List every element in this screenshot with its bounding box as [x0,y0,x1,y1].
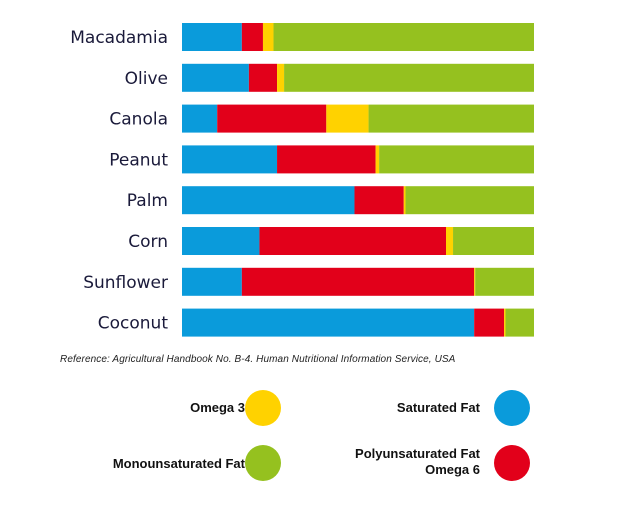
bar-macadamia-o3 [262,23,274,51]
legend-label-saturated: Saturated Fat [396,400,480,415]
category-label-palm: Palm [127,191,168,211]
bar-peanut-o3 [375,145,380,174]
category-label-corn: Corn [128,232,168,252]
category-label-coconut: Coconut [98,314,169,334]
bar-sunflower-o3 [474,267,476,296]
legend-label-poly: Polyunsaturated Fat Omega 6 [300,446,480,478]
category-label-macadamia: Macadamia [70,28,168,48]
bar-canola-sat [182,104,218,133]
category-label-peanut: Peanut [109,150,168,170]
bar-olive-mono [284,63,534,92]
bar-corn-o3 [446,227,454,255]
bar-olive-poly [248,63,278,92]
bar-olive-sat [182,63,249,92]
bar-corn-poly [259,227,446,255]
bar-palm-mono [405,186,534,215]
bar-canola-o3 [326,104,369,133]
stacked-bar-chart: Macadamia Olive Canola Peanut Palm Corn Sunflo… [70,23,534,337]
category-label-canola: Canola [109,110,168,130]
bar-macadamia-mono [273,23,534,51]
bar-olive-o3 [277,63,285,92]
reference-note: Reference: Agricultural Handbook No. B-4… [60,354,456,365]
bar-macadamia-sat [182,23,242,51]
legend-swatch-saturated [494,390,530,426]
bar-corn-mono [453,227,534,255]
bar-palm-sat [182,186,355,215]
bar-coconut-poly [474,308,505,337]
bar-coconut-o3 [504,308,506,337]
category-label-olive: Olive [125,69,168,89]
bar-palm-poly [354,186,404,215]
bar-canola-mono [368,104,534,133]
legend-swatch-omega3 [245,390,281,426]
bar-canola-poly [217,104,327,133]
bar-coconut-sat [182,308,475,337]
category-label-sunflower: Sunflower [83,273,168,293]
bar-palm-o3 [403,186,406,215]
legend-swatch-poly [494,445,530,481]
bar-macadamia-poly [241,23,263,51]
bar-coconut-mono [505,308,534,337]
legend-swatch-mono [245,445,281,481]
bar-peanut-poly [277,145,376,174]
legend-label-poly-line1: Polyunsaturated Fat [355,446,480,461]
bar-peanut-mono [379,145,534,174]
bar-sunflower-mono [475,267,534,296]
legend-label-omega3: Omega 3 [190,400,245,415]
bar-sunflower-poly [241,267,475,296]
legend-label-poly-line2: Omega 6 [425,462,480,477]
bar-corn-sat [182,227,260,255]
bar-sunflower-sat [182,267,242,296]
legend-label-mono: Monounsaturated Fat [112,456,245,471]
bar-peanut-sat [182,145,278,174]
